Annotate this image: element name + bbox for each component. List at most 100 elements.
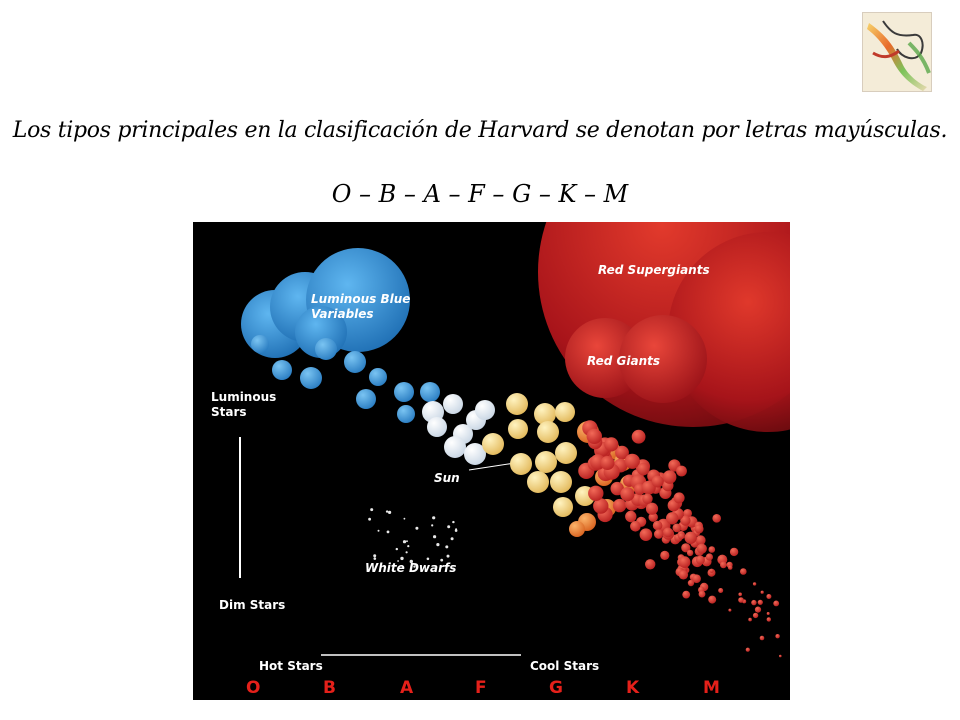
red-dwarf-star xyxy=(625,510,637,523)
white-dwarf-star xyxy=(402,540,407,544)
red-dwarf-star xyxy=(631,429,646,444)
red-dwarf-star xyxy=(642,493,653,504)
white-dwarf-star xyxy=(431,524,434,527)
hot-stars-label: Hot Stars xyxy=(259,659,323,673)
hr-diagram: Luminous Blue Variables Red Supergiants … xyxy=(193,222,790,700)
red-dwarf-star xyxy=(666,512,679,525)
class-letter-m: M xyxy=(703,678,720,698)
red-dwarf-star xyxy=(695,535,706,546)
red-dwarf-star xyxy=(676,465,687,477)
white-dwarf-star xyxy=(415,526,419,530)
white-dwarf-star xyxy=(447,525,451,529)
white-dwarfs-label: White Dwarfs xyxy=(365,561,457,575)
white-dwarf-star xyxy=(405,551,408,554)
red-dwarf-star xyxy=(620,487,635,502)
blue-star xyxy=(272,360,292,380)
white-dwarf-star xyxy=(406,540,408,543)
yellow-star xyxy=(537,421,559,443)
yellow-star xyxy=(508,419,528,439)
white-dwarf-star xyxy=(400,556,404,561)
red-dwarf-star xyxy=(593,498,609,514)
white-dwarf-star xyxy=(446,554,450,558)
red-dwarf-star xyxy=(648,512,658,522)
red-dwarf-star xyxy=(641,480,656,495)
red-dwarf-star xyxy=(652,520,663,531)
cool-stars-label: Cool Stars xyxy=(530,659,600,673)
red-dwarf-star xyxy=(663,527,673,538)
red-dwarf-star xyxy=(748,617,752,622)
red-dwarf-star xyxy=(727,565,733,570)
red-dwarf-star xyxy=(779,654,782,658)
red-giant-star xyxy=(619,315,707,403)
red-dwarf-star xyxy=(766,617,771,622)
red-dwarf-star xyxy=(645,502,659,515)
red-dwarf-star xyxy=(751,599,757,606)
red-dwarf-star xyxy=(600,456,615,470)
white-dwarf-star xyxy=(397,560,399,562)
yellow-star xyxy=(535,451,557,473)
blue-star xyxy=(397,405,415,423)
luminous-blue-variables-label-line1: Luminous Blue xyxy=(311,292,411,306)
spectral-sequence: O – B – A – F – G – K – M xyxy=(331,180,629,208)
red-dwarf-star xyxy=(681,543,691,553)
red-supergiants-label: Red Supergiants xyxy=(598,263,710,277)
red-dwarf-star xyxy=(766,594,772,599)
slide-title: Los tipos principales en la clasificació… xyxy=(12,118,948,143)
red-dwarf-star xyxy=(728,608,732,612)
white-dwarf-star xyxy=(373,557,377,560)
red-dwarf-star xyxy=(694,524,704,534)
white-dwarf-star xyxy=(395,547,398,551)
red-dwarf-star xyxy=(752,612,759,619)
red-dwarf-star xyxy=(639,528,653,541)
red-dwarf-star xyxy=(687,579,695,587)
red-dwarf-star xyxy=(773,600,780,607)
red-dwarf-star xyxy=(662,470,677,484)
yellow-star xyxy=(482,433,504,455)
red-dwarf-star xyxy=(651,475,664,488)
logo xyxy=(862,12,932,92)
white-dwarf-star xyxy=(368,517,371,521)
white-star xyxy=(464,443,486,465)
sun-pointer-line xyxy=(468,462,516,471)
white-dwarf-star xyxy=(386,530,390,534)
yellow-star xyxy=(553,497,573,517)
red-dwarf-star xyxy=(630,521,641,532)
white-dwarf-star xyxy=(385,510,389,513)
white-star xyxy=(427,417,447,437)
logo-graphic xyxy=(863,13,931,91)
white-star xyxy=(443,394,463,414)
red-dwarf-star xyxy=(612,498,627,513)
red-dwarf-star xyxy=(678,532,685,540)
blue-star xyxy=(420,382,440,402)
blue-star xyxy=(369,368,387,386)
class-letter-b: B xyxy=(323,678,336,698)
white-dwarf-star xyxy=(409,559,413,564)
orange-star xyxy=(569,521,585,537)
dim-stars-label: Dim Stars xyxy=(219,598,286,612)
white-dwarf-star xyxy=(370,508,374,512)
luminous-blue-variables-label-line2: Variables xyxy=(311,307,374,321)
red-dwarf-star xyxy=(604,437,619,452)
red-dwarf-star xyxy=(660,550,670,560)
red-dwarf-star xyxy=(686,549,694,557)
white-dwarf-star xyxy=(450,537,454,541)
luminous-blue-variables-label: Luminous Blue Variables xyxy=(311,292,410,322)
red-dwarf-star xyxy=(645,559,656,570)
yellow-star xyxy=(506,393,528,415)
red-dwarf-star xyxy=(695,555,705,565)
red-dwarf-star xyxy=(740,568,747,575)
yellow-star xyxy=(527,471,549,493)
class-letter-g: G xyxy=(549,678,563,698)
white-dwarf-star xyxy=(452,520,455,524)
white-dwarf-star xyxy=(413,565,416,568)
class-letter-a: A xyxy=(400,678,414,698)
red-dwarf-star xyxy=(718,588,724,593)
blue-star xyxy=(394,382,414,402)
red-dwarf-star xyxy=(705,553,714,561)
red-dwarf-star xyxy=(672,523,682,533)
red-dwarf-star xyxy=(673,492,685,504)
red-dwarf-star xyxy=(766,612,770,615)
white-dwarf-star xyxy=(445,545,449,549)
red-dwarf-star xyxy=(708,546,716,553)
yellow-star xyxy=(550,471,572,493)
